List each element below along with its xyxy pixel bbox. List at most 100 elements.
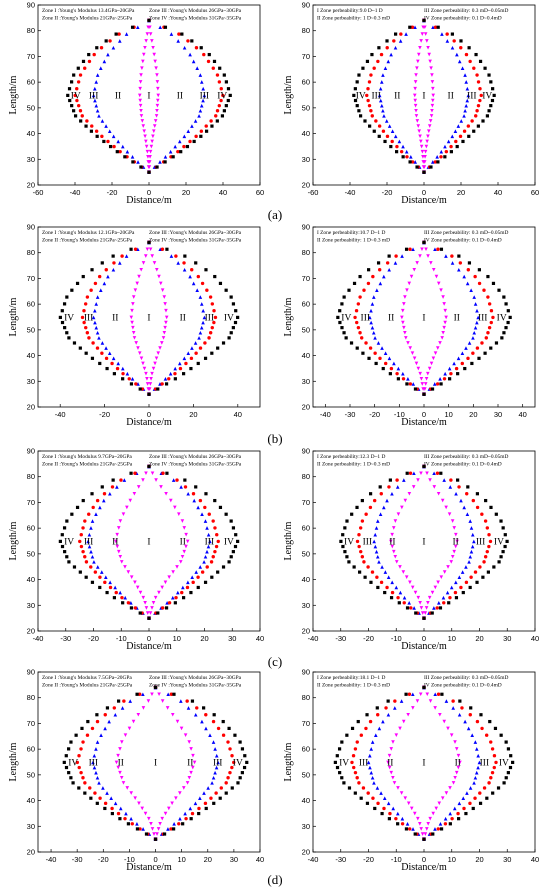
data-point (94, 80, 99, 84)
data-point (459, 119, 464, 123)
data-point (230, 786, 234, 790)
data-point (113, 585, 117, 590)
data-point (168, 371, 173, 376)
series-3 (58, 240, 240, 396)
data-point (352, 765, 356, 770)
x-tick-label: -20 (99, 410, 110, 419)
series-1 (91, 240, 207, 396)
data-point (343, 550, 347, 554)
data-point (464, 565, 468, 569)
x-tick-label: 20 (457, 188, 465, 197)
data-point (202, 791, 206, 795)
data-point (469, 526, 474, 530)
data-point (198, 796, 202, 801)
data-point (473, 796, 477, 800)
data-point (358, 570, 362, 574)
zone-label: IV (224, 538, 234, 548)
data-point (133, 247, 138, 251)
data-point (189, 770, 193, 775)
data-point (353, 87, 357, 91)
data-point (385, 46, 389, 50)
data-point (336, 315, 340, 320)
plot-frame (37, 671, 261, 853)
data-point (369, 770, 374, 775)
data-point (221, 341, 226, 345)
data-point (393, 519, 398, 523)
data-point (90, 554, 95, 559)
data-point (383, 66, 388, 71)
data-point (437, 600, 441, 605)
data-point (427, 124, 432, 128)
data-point (205, 526, 209, 530)
data-point (460, 706, 464, 710)
y-tick-label: 60 (302, 300, 310, 309)
data-point (503, 533, 507, 537)
data-point (436, 247, 440, 251)
data-point (357, 73, 361, 77)
data-point (84, 124, 88, 128)
data-point (379, 52, 384, 57)
data-point (448, 485, 453, 489)
data-point (423, 611, 428, 615)
legend-entry: III Zone perbeability: 0.3 mD~0.05mD (424, 675, 508, 681)
data-point (386, 760, 390, 765)
data-point (430, 611, 434, 615)
data-point (370, 114, 374, 118)
data-point (416, 59, 420, 64)
data-point (98, 505, 102, 510)
data-point (413, 25, 417, 30)
data-point (411, 382, 416, 386)
data-point (226, 87, 231, 91)
series-0 (389, 464, 459, 620)
data-point (454, 747, 459, 751)
data-point (414, 73, 418, 77)
data-point (94, 325, 99, 330)
x-axis-label: Distance/m (401, 862, 447, 873)
data-point (155, 267, 159, 272)
data-point (462, 806, 466, 811)
data-point (208, 539, 212, 544)
data-point (75, 505, 80, 510)
data-point (72, 73, 76, 77)
data-point (119, 560, 124, 564)
data-point (95, 134, 99, 138)
data-point (338, 309, 342, 313)
data-point (221, 733, 226, 737)
data-point (448, 786, 452, 790)
data-point (160, 585, 164, 590)
data-point (497, 560, 501, 564)
legend-entry: IV Zone perbeability: 0.1 D~0.4mD (424, 16, 502, 22)
data-point (389, 366, 394, 371)
data-point (369, 73, 373, 77)
data-point (414, 108, 418, 113)
data-point (371, 274, 375, 279)
data-point (238, 776, 242, 780)
data-point (68, 98, 72, 103)
data-point (479, 93, 483, 98)
data-point (390, 129, 395, 134)
series-3 (66, 18, 232, 174)
data-point (412, 356, 417, 361)
data-point (182, 144, 186, 149)
data-point (195, 706, 199, 710)
data-point (196, 575, 200, 579)
data-point (97, 336, 101, 340)
data-point (363, 119, 367, 123)
data-point (145, 32, 150, 36)
data-point (345, 555, 349, 559)
data-point (454, 770, 459, 775)
data-point (450, 254, 454, 258)
data-point (177, 512, 181, 517)
data-point (192, 139, 196, 144)
data-point (354, 309, 359, 313)
data-point (86, 539, 90, 544)
data-point (356, 325, 361, 330)
chart-panel: -40 -30 -20 -10 0 10 20 30 40 20 30 40 50 60 70 80 90 Dis… (275, 446, 550, 653)
data-point (429, 165, 433, 169)
y-tick-label: 20 (27, 627, 35, 636)
data-point (92, 52, 96, 57)
y-tick-label: 40 (302, 796, 310, 805)
data-point (182, 134, 187, 139)
data-point (444, 791, 449, 795)
data-point (140, 66, 144, 71)
